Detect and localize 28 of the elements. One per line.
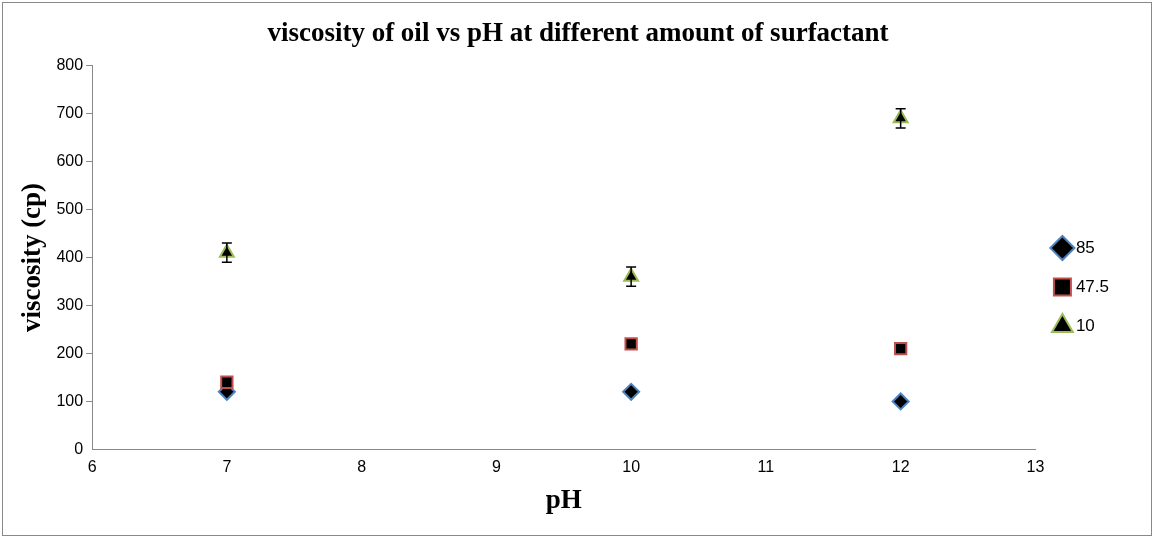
y-axis-title: viscosity (cp)	[16, 182, 47, 333]
x-tick-label: 11	[757, 458, 775, 476]
y-tick-label: 600	[56, 151, 84, 169]
y-tick-label: 500	[56, 199, 84, 217]
x-tick-label: 13	[1026, 458, 1045, 476]
x-tick-label: 6	[87, 458, 97, 476]
y-tick-label: 800	[56, 56, 84, 74]
x-tick-label: 7	[222, 458, 232, 476]
y-tick-label: 700	[56, 103, 84, 121]
point	[624, 337, 638, 351]
point	[622, 382, 641, 401]
y-tick-label: 200	[56, 343, 84, 361]
x-axis-title: pH	[545, 483, 582, 514]
x-tick-label: 12	[891, 458, 910, 476]
point	[220, 375, 234, 389]
legend-label: 85	[1075, 237, 1095, 257]
x-tick-label: 8	[357, 458, 367, 476]
y-tick-label: 100	[56, 391, 84, 409]
y-tick-label: 400	[56, 247, 84, 265]
legend-label: 47.5	[1075, 276, 1110, 296]
x-tick-label: 9	[491, 458, 501, 476]
x-tick-label: 10	[622, 458, 641, 476]
point	[891, 392, 910, 411]
y-tick-label: 300	[56, 295, 84, 313]
y-tick-label: 0	[74, 439, 84, 457]
legend-label: 10	[1075, 315, 1095, 335]
chart-title: viscosity of oil vs pH at different amount of surfactant	[266, 17, 890, 48]
point	[894, 342, 908, 356]
